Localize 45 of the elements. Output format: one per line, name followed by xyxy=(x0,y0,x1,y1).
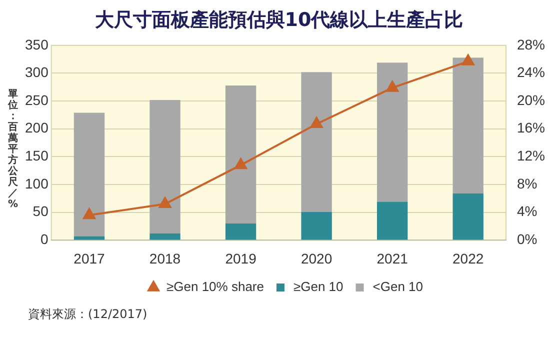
point xyxy=(386,80,399,92)
bar xyxy=(452,193,484,240)
bar xyxy=(301,72,332,212)
point xyxy=(462,54,474,66)
y2-tick-label: 12% xyxy=(516,148,546,164)
x-tick-label: 2018 xyxy=(149,250,181,266)
y2-tick-label: 8% xyxy=(516,175,538,192)
x-tick-label: 2020 xyxy=(300,250,332,266)
bar xyxy=(376,62,408,202)
bar xyxy=(74,112,105,236)
bar xyxy=(452,58,484,194)
bar xyxy=(150,234,180,240)
point xyxy=(234,158,247,170)
x-tick-label: 2017 xyxy=(74,250,106,266)
bar xyxy=(301,212,332,240)
y-tick-label: 300 xyxy=(25,64,49,80)
bar xyxy=(225,224,256,240)
bar xyxy=(150,100,180,234)
y-tick-label: 0 xyxy=(40,231,49,248)
x-tick-label: 2019 xyxy=(225,250,257,266)
x-tick-label: 2022 xyxy=(452,250,484,266)
y-tick-label: 250 xyxy=(25,92,49,108)
y2-tick-label: 24% xyxy=(516,64,546,80)
bar xyxy=(376,202,408,240)
y2-tick-label: 4% xyxy=(516,203,538,220)
y-tick-label: 350 xyxy=(25,36,49,52)
source-note: 資料來源：(12/2017) xyxy=(27,306,148,323)
y2-tick-label: 16% xyxy=(516,120,546,136)
legend-label: ≥Gen 10 xyxy=(293,279,344,294)
y-tick-label: 150 xyxy=(25,148,49,164)
text: 單位：百萬平方公尺／% xyxy=(8,89,18,210)
x-tick-label: 2021 xyxy=(376,250,408,266)
point xyxy=(158,197,172,208)
bar xyxy=(225,85,256,224)
legend-label: <Gen 10 xyxy=(372,279,424,294)
legend-label: ≥Gen 10% share xyxy=(166,279,264,294)
point xyxy=(310,117,323,128)
y2-tick-label: 0% xyxy=(516,231,538,248)
y-tick-label: 200 xyxy=(25,120,49,136)
y2-tick-label: 28% xyxy=(516,36,546,52)
y-tick-label: 100 xyxy=(25,175,49,192)
y2-tick-label: 20% xyxy=(516,92,546,108)
y-tick-label: 50 xyxy=(32,203,49,220)
point xyxy=(83,208,96,220)
chart-title: 大尺寸面板產能預估與10代線以上生產占比 xyxy=(94,8,464,33)
